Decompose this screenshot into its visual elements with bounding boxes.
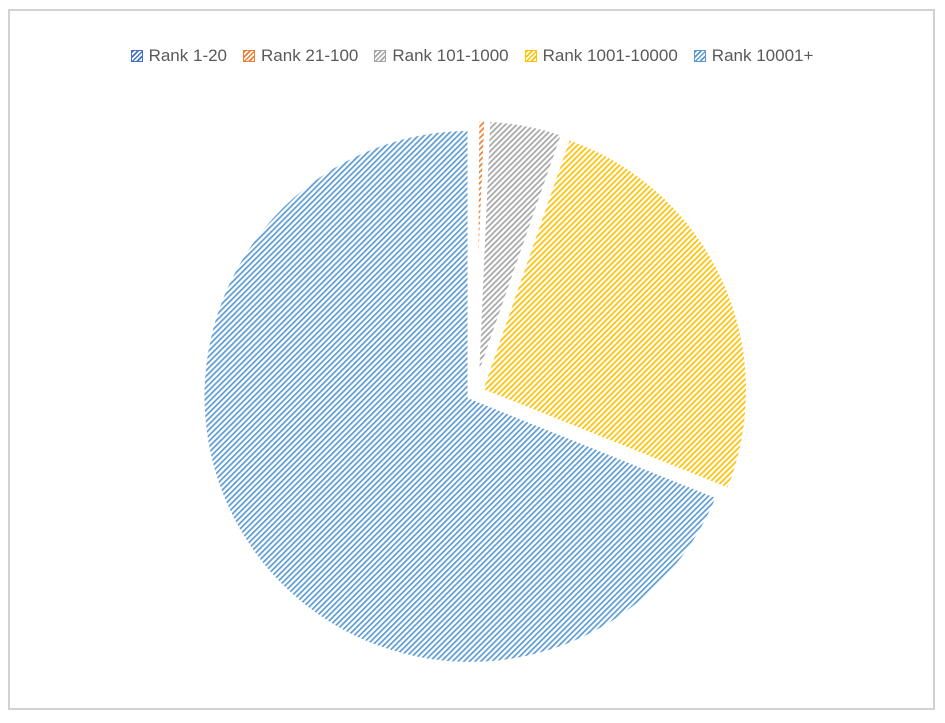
legend-item-label: Rank 101-1000 bbox=[392, 46, 509, 65]
legend: Rank 1-20 Rank 21-100 Rank 101-1000 Rank 10… bbox=[0, 47, 945, 64]
legend-item-label: Rank 1-20 bbox=[148, 46, 228, 65]
legend-item-label: Rank 1001-10000 bbox=[542, 46, 678, 65]
legend-marker-icon bbox=[130, 49, 143, 62]
legend-item-rank-21-100[interactable]: Rank 21-100 bbox=[243, 46, 359, 65]
legend-item-rank-10001[interactable]: Rank 10001+ bbox=[693, 46, 814, 65]
legend-item-label: Rank 10001+ bbox=[711, 46, 814, 65]
pie-slice-rank-1001-10000[interactable] bbox=[477, 134, 751, 494]
legend-marker-icon bbox=[243, 49, 256, 62]
legend-item-rank-1-20[interactable]: Rank 1-20 bbox=[130, 46, 228, 65]
legend-marker-icon bbox=[693, 49, 706, 62]
pie-slice-rank-101-1000[interactable] bbox=[473, 116, 567, 388]
legend-item-label: Rank 21-100 bbox=[261, 46, 359, 65]
pie-slice-rank-10001[interactable] bbox=[199, 125, 722, 667]
legend-item-rank-101-1000[interactable]: Rank 101-1000 bbox=[374, 46, 509, 65]
legend-item-rank-1001-10000[interactable]: Rank 1001-10000 bbox=[524, 46, 678, 65]
legend-marker-icon bbox=[374, 49, 387, 62]
legend-marker-icon bbox=[524, 49, 537, 62]
